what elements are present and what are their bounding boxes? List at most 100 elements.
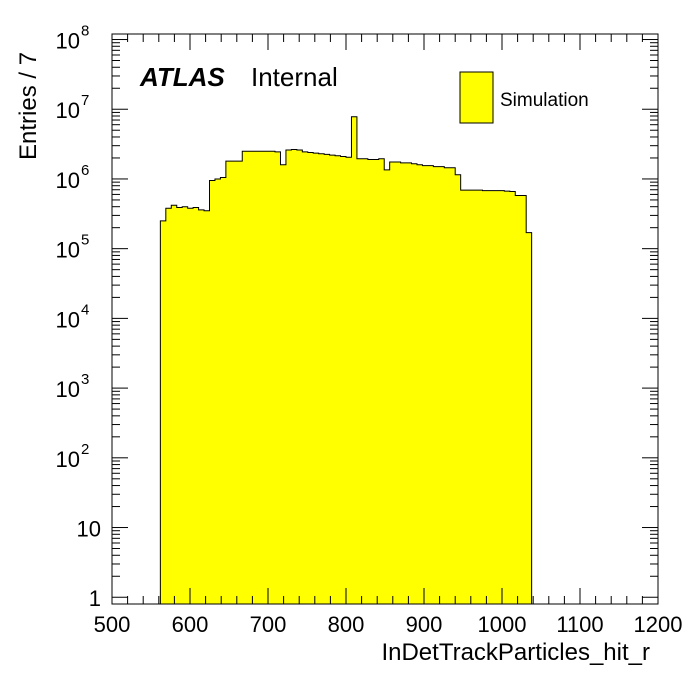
x-tick-label: 700 (250, 612, 287, 637)
y-tick-base: 10 (56, 238, 80, 263)
histogram-bar (526, 232, 533, 604)
histogram-outline (159, 116, 533, 604)
histogram-bar (313, 153, 320, 605)
x-tick-label: 900 (406, 612, 443, 637)
histogram-bar (477, 190, 483, 604)
histogram-bar (225, 161, 232, 604)
histogram-bar (253, 151, 260, 605)
histogram-bar (176, 207, 183, 604)
legend-label: Simulation (500, 90, 589, 111)
y-axis-label: Entries / 7 (15, 52, 42, 160)
y-tick-label: 10 4 (56, 301, 90, 332)
histogram-bar (378, 158, 385, 604)
x-tick-label: 800 (328, 612, 365, 637)
histogram-bar (285, 150, 292, 604)
y-tick-label: 1 (89, 586, 101, 611)
plot-frame (111, 33, 659, 605)
histogram-bar (204, 210, 210, 605)
histogram-bar (214, 178, 221, 604)
histogram-bar (509, 191, 516, 604)
histogram-bar (455, 174, 462, 604)
y-tick-base: 10 (56, 168, 80, 193)
histogram-bar (291, 149, 298, 604)
histogram-bar (416, 164, 423, 604)
histogram-bar (433, 166, 440, 604)
y-tick-label: 10 2 (56, 441, 90, 472)
histogram-bar (373, 159, 380, 605)
y-tick-exponent: 5 (81, 232, 89, 249)
histogram-bar (466, 190, 472, 604)
histogram-bar (247, 151, 254, 605)
histogram-bar (427, 165, 434, 605)
histogram-bar (504, 191, 511, 604)
histogram-bar (471, 190, 478, 604)
histogram-bar (187, 208, 194, 604)
histogram-bar (280, 164, 287, 604)
histogram-bar (493, 190, 500, 604)
histogram-bar (160, 220, 167, 604)
histogram-bar (520, 195, 527, 604)
histogram-bar (351, 116, 358, 604)
histogram-bar (482, 190, 489, 604)
histogram-bar (165, 208, 172, 604)
histogram-bar (367, 159, 374, 605)
y-tick-label: 10 6 (56, 162, 90, 193)
histogram-bar (302, 151, 309, 604)
atlas-status-label: Internal (251, 62, 338, 92)
y-tick-label: 10 3 (56, 371, 90, 402)
x-tick-labels: 500 600 700 800 900 1000 1100 1200 (94, 612, 683, 637)
y-tick-label: 10 5 (56, 232, 90, 263)
histogram-bar (346, 157, 352, 604)
atlas-label: ATLAS (139, 62, 225, 92)
y-tick-base: 10 (56, 447, 80, 472)
y-tick-base: 10 (56, 29, 80, 54)
histogram-bar (193, 207, 199, 604)
y-tick-base: 10 (56, 307, 80, 332)
histogram-bar (335, 155, 341, 605)
y-tick-exponent: 6 (81, 162, 89, 179)
histogram-bar (411, 163, 418, 604)
histogram-bar (307, 152, 314, 604)
y-tick-exponent: 7 (81, 92, 89, 109)
histogram-bar (242, 151, 249, 605)
y-tick-exponent: 2 (81, 441, 89, 458)
x-tick-label: 1200 (634, 612, 683, 637)
y-tick-base: 1 (89, 586, 101, 611)
histogram-bar (340, 156, 347, 604)
y-tick-base: 10 (77, 517, 101, 542)
histogram-bars (159, 116, 533, 605)
histogram-bar (198, 209, 205, 604)
x-tick-label: 600 (172, 612, 209, 637)
axis-ticks (111, 34, 659, 604)
histogram-bar (329, 155, 336, 605)
histogram-bar (269, 151, 276, 605)
x-tick-label: 500 (94, 612, 131, 637)
histogram-bar (182, 206, 189, 604)
histogram-bar (362, 158, 369, 604)
y-tick-exponent: 8 (81, 23, 89, 40)
y-tick-label: 10 8 (56, 23, 90, 54)
histogram-bar (498, 190, 505, 604)
y-tick-base: 10 (56, 377, 80, 402)
y-tick-label: 10 7 (56, 92, 90, 123)
histogram-bar (389, 162, 396, 604)
histogram-bar (438, 166, 445, 604)
histogram-bar (515, 195, 522, 604)
histogram-bar (275, 151, 281, 604)
histogram-bar (171, 205, 178, 604)
histogram-bar (400, 162, 407, 604)
x-tick-label: 1000 (478, 612, 527, 637)
histogram-bar (220, 177, 227, 604)
y-tick-exponent: 4 (81, 301, 89, 318)
histogram-bar (422, 165, 429, 605)
histogram-bar (444, 167, 451, 605)
histogram-bar (384, 169, 391, 604)
histogram-bar (296, 150, 303, 604)
histogram-bar (209, 180, 216, 604)
histogram-bar (449, 167, 456, 605)
legend-swatch (459, 71, 494, 124)
y-tick-label: 10 (77, 517, 101, 542)
histogram-bar (236, 161, 243, 604)
